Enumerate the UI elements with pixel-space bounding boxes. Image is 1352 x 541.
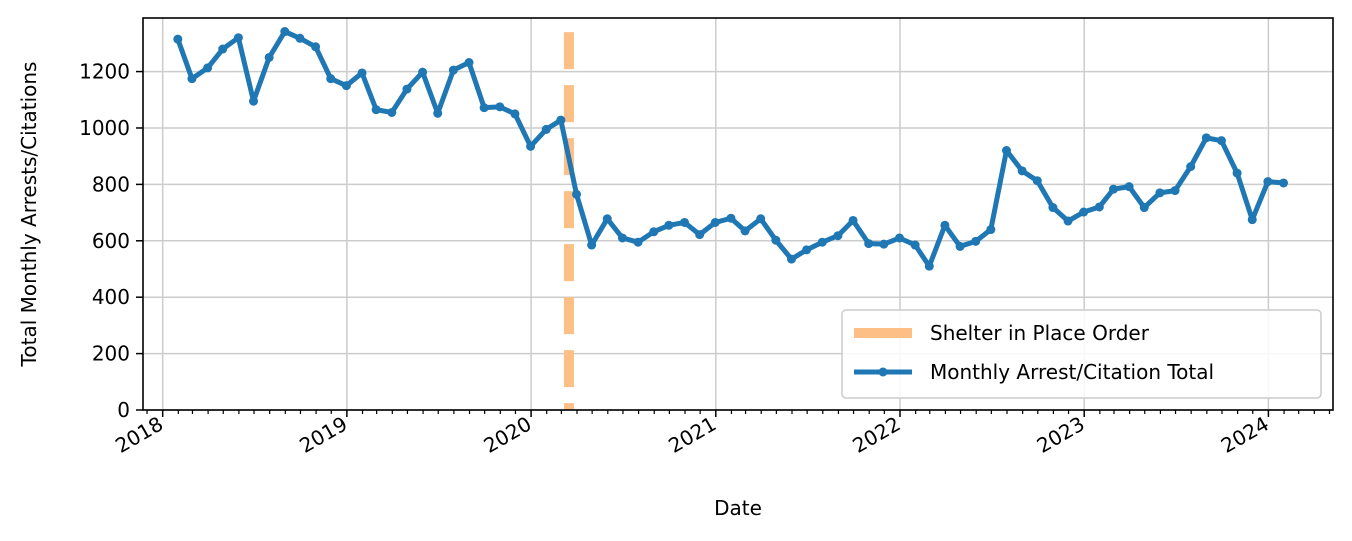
data-point bbox=[249, 96, 259, 106]
data-point bbox=[433, 108, 443, 118]
data-point bbox=[1201, 133, 1211, 143]
legend-series-marker bbox=[878, 367, 888, 377]
data-point bbox=[556, 115, 566, 125]
data-point bbox=[357, 68, 367, 78]
data-point bbox=[402, 84, 412, 94]
data-point bbox=[771, 235, 781, 245]
data-point bbox=[924, 261, 934, 271]
data-point bbox=[295, 33, 305, 43]
y-axis-title: Total Monthly Arrests/Citations bbox=[17, 62, 41, 368]
data-point bbox=[510, 109, 520, 119]
legend-box bbox=[841, 309, 1322, 399]
data-point bbox=[341, 81, 351, 91]
data-point bbox=[572, 189, 582, 199]
data-point bbox=[680, 217, 690, 227]
data-point bbox=[802, 245, 812, 255]
y-tick-label: 0 bbox=[117, 398, 130, 422]
data-point bbox=[264, 52, 274, 62]
data-point bbox=[587, 240, 597, 250]
data-point bbox=[311, 42, 321, 52]
data-point bbox=[464, 58, 474, 68]
y-tick-label: 1000 bbox=[79, 116, 130, 140]
data-point bbox=[833, 231, 843, 241]
data-point bbox=[479, 103, 489, 113]
data-point bbox=[1155, 188, 1165, 198]
plot-frame bbox=[142, 17, 1334, 411]
data-point bbox=[1232, 168, 1242, 178]
legend: Shelter in Place Order Monthly Arrest/Ci… bbox=[841, 309, 1322, 399]
y-tick-label: 1200 bbox=[79, 60, 130, 84]
data-point bbox=[986, 225, 996, 235]
data-point bbox=[864, 239, 874, 249]
data-point bbox=[602, 214, 612, 224]
data-point bbox=[1279, 178, 1289, 188]
data-point bbox=[1017, 166, 1027, 176]
data-point bbox=[633, 237, 643, 247]
data-point bbox=[726, 213, 736, 223]
data-point bbox=[233, 33, 243, 43]
legend-shelter-label: Shelter in Place Order bbox=[930, 321, 1150, 345]
data-point bbox=[955, 241, 965, 251]
data-point bbox=[495, 102, 505, 112]
data-point bbox=[1032, 176, 1042, 186]
series-layer bbox=[173, 27, 1289, 271]
x-axis-title: Date bbox=[714, 496, 762, 520]
data-point bbox=[971, 236, 981, 246]
data-point bbox=[203, 63, 213, 73]
y-tick-label: 200 bbox=[92, 342, 130, 366]
data-point bbox=[448, 65, 458, 75]
data-point bbox=[218, 44, 228, 54]
data-point bbox=[817, 237, 827, 247]
data-point bbox=[526, 141, 536, 151]
y-tick-label: 400 bbox=[92, 285, 130, 309]
data-point bbox=[1094, 202, 1104, 212]
data-point bbox=[187, 74, 197, 84]
data-point bbox=[280, 27, 290, 37]
data-point bbox=[786, 254, 796, 264]
data-point bbox=[1001, 146, 1011, 156]
y-axis: 0 200 400 600 800 1000 1200 bbox=[79, 60, 143, 422]
data-point bbox=[326, 74, 336, 84]
legend-series-label: Monthly Arrest/Citation Total bbox=[930, 360, 1214, 384]
data-point bbox=[695, 230, 705, 240]
data-point bbox=[617, 233, 627, 243]
data-point bbox=[649, 227, 659, 237]
data-point bbox=[664, 220, 674, 230]
data-point bbox=[894, 233, 904, 243]
data-point bbox=[1186, 162, 1196, 172]
data-point bbox=[1063, 216, 1073, 226]
data-point bbox=[1216, 136, 1226, 146]
data-point bbox=[1263, 177, 1273, 187]
data-point bbox=[1079, 207, 1089, 217]
data-point bbox=[1139, 203, 1149, 213]
data-point bbox=[848, 215, 858, 225]
data-point bbox=[910, 240, 920, 250]
data-point bbox=[1048, 203, 1058, 213]
data-point bbox=[756, 214, 766, 224]
data-point bbox=[173, 34, 183, 44]
data-point bbox=[418, 67, 428, 77]
data-point bbox=[1108, 184, 1118, 194]
data-point bbox=[940, 220, 950, 230]
y-tick-label: 800 bbox=[92, 172, 130, 196]
data-point bbox=[1170, 186, 1180, 196]
data-point bbox=[387, 107, 397, 117]
data-point bbox=[1124, 182, 1134, 192]
data-point bbox=[541, 124, 551, 134]
data-point bbox=[1247, 215, 1257, 225]
y-tick-label: 600 bbox=[92, 229, 130, 253]
data-point bbox=[740, 226, 750, 236]
data-point bbox=[371, 105, 381, 115]
data-point bbox=[710, 217, 720, 227]
data-point bbox=[879, 239, 889, 249]
